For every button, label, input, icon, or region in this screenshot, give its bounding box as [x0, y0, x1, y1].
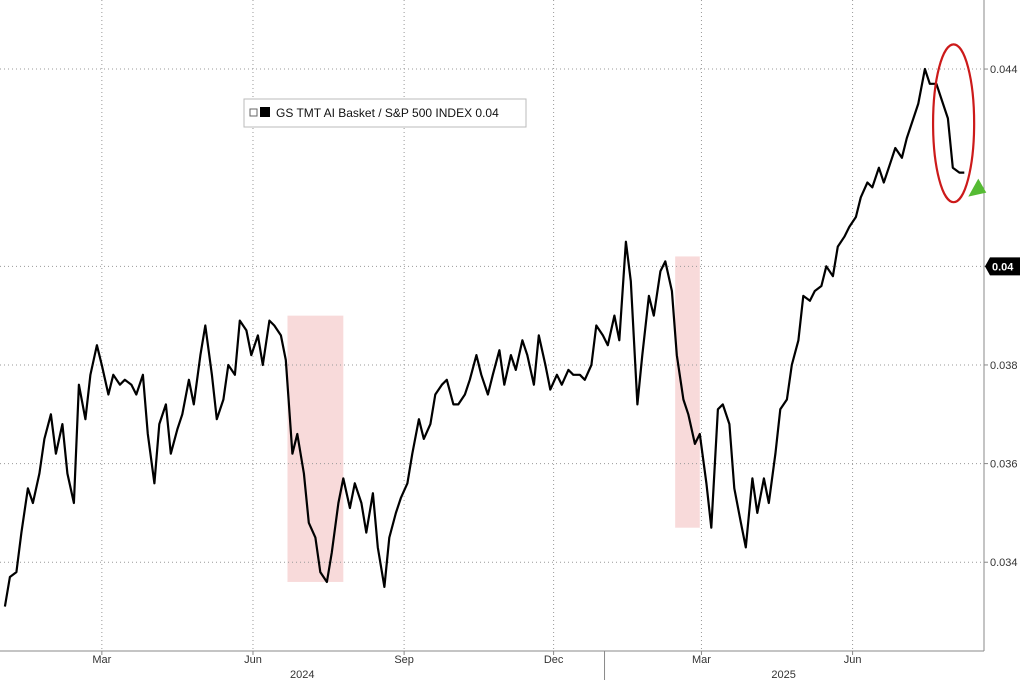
x-tick-label: Jun: [244, 654, 262, 666]
annotation-layer: [931, 43, 987, 204]
last-value-label: 0.04: [985, 257, 1020, 276]
last-value-box: [985, 257, 1020, 276]
legend-swatch: [260, 107, 270, 117]
legend[interactable]: GS TMT AI Basket / S&P 500 INDEX 0.04: [243, 98, 527, 128]
y-tick-label: 0.036: [990, 459, 1018, 471]
y-tick-label: 0.034: [990, 557, 1018, 569]
y-tick-label: 0.044: [990, 64, 1018, 76]
x-axis: Mar Jun Sep Dec Mar Jun 2024 2025: [0, 650, 984, 680]
series-line: [3, 67, 965, 607]
legend-box: [243, 98, 527, 128]
highlight-region: [675, 256, 700, 528]
series-layer: [3, 67, 965, 607]
last-value-arrow: [968, 178, 987, 197]
year-label: 2025: [771, 669, 795, 680]
legend-label: GS TMT AI Basket / S&P 500 INDEX 0.04: [276, 106, 499, 120]
y-tick-label: 0.038: [990, 360, 1018, 372]
last-value-text: 0.04: [992, 261, 1014, 273]
x-tick-label: Jun: [844, 654, 862, 666]
legend-toggle-icon[interactable]: [249, 108, 258, 117]
x-tick-label: Mar: [692, 654, 711, 666]
x-tick-label: Mar: [92, 654, 111, 666]
x-tick-label: Sep: [394, 654, 414, 666]
year-label: 2024: [290, 669, 314, 680]
annotation-circle: [931, 43, 976, 204]
x-tick-label: Dec: [544, 654, 564, 666]
